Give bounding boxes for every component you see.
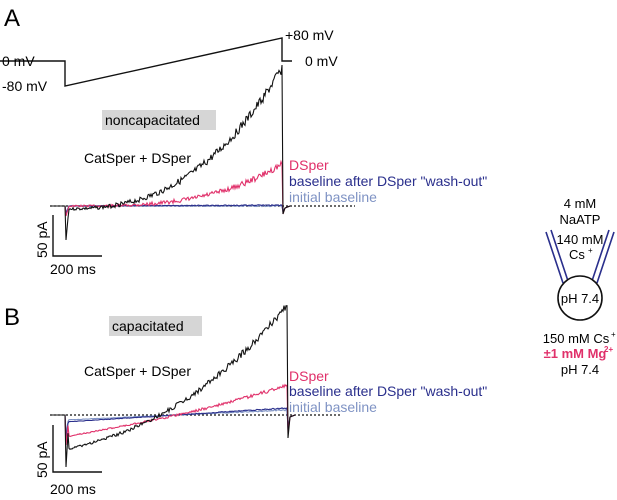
protocol-hold-label: 0 mV bbox=[2, 53, 35, 69]
initial-baseline-label: initial baseline bbox=[289, 189, 377, 205]
bath-solution-line2-sup: 2+ bbox=[604, 345, 613, 354]
washout-trace-label: baseline after DSper "wash-out" bbox=[289, 383, 487, 399]
patch-pipette-schematic: 4 mM NaATP 140 mM Cs + pH 7.4 150 mM Cs … bbox=[543, 196, 616, 377]
initial-baseline-trace bbox=[50, 408, 296, 434]
pipette-solution-line1: 4 mM bbox=[564, 196, 597, 211]
current-traces bbox=[50, 305, 296, 468]
dsper-trace-label: DSper bbox=[289, 368, 329, 384]
panel-a-condition: noncapacitated bbox=[105, 112, 200, 128]
scale-bar-time-label: 200 ms bbox=[50, 481, 96, 497]
scale-bar-current-label: 50 pA bbox=[34, 441, 50, 478]
scale-bar-current-label: 50 pA bbox=[34, 221, 50, 258]
catsper-trace-label: CatSper + DSper bbox=[84, 150, 191, 166]
condition-label-bg bbox=[102, 110, 216, 130]
voltage-protocol: 0 mV -80 mV +80 mV 0 mV bbox=[0, 27, 338, 94]
scale-bar-time-label: 200 ms bbox=[50, 261, 96, 277]
catsper-trace-label: CatSper + DSper bbox=[84, 363, 191, 379]
washout-trace bbox=[50, 406, 296, 440]
cell-circle bbox=[557, 275, 603, 321]
bath-solution-line1: 150 mM Cs bbox=[543, 331, 610, 346]
pipette-solution-line4: Cs bbox=[569, 247, 585, 262]
pipette-solution-line2: NaATP bbox=[560, 212, 601, 227]
pipette-solution-line3: 140 mM bbox=[557, 232, 604, 247]
bath-solution-line2: ±1 mM Mg bbox=[544, 346, 607, 361]
dsper-trace-label: DSper bbox=[289, 157, 329, 173]
catsper-trace bbox=[50, 305, 296, 468]
panel-a: A 0 mV -80 mV +80 mV 0 mV noncapacitated… bbox=[0, 5, 487, 277]
pipette-right-wall bbox=[591, 229, 615, 284]
pipette-solution-line4-sup: + bbox=[588, 246, 593, 255]
washout-trace-label: baseline after DSper "wash-out" bbox=[289, 173, 487, 189]
panel-a-letter: A bbox=[4, 5, 20, 32]
scale-bar bbox=[52, 425, 102, 473]
pipette-left-wall bbox=[545, 229, 569, 284]
bath-solution-line1-sup: + bbox=[611, 330, 616, 339]
protocol-return-label: 0 mV bbox=[305, 53, 338, 69]
protocol-start-label: -80 mV bbox=[2, 78, 48, 94]
catsper-trace bbox=[50, 64, 291, 241]
condition-label-bg bbox=[109, 316, 202, 336]
current-traces bbox=[50, 64, 291, 241]
dsper-trace bbox=[50, 383, 296, 446]
bath-solution-line3: pH 7.4 bbox=[561, 362, 599, 377]
panel-b-condition: capacitated bbox=[112, 318, 184, 334]
panel-b: B capacitated CatSper + DSper DSper base… bbox=[4, 304, 487, 497]
cell-ph-label: pH 7.4 bbox=[561, 291, 599, 306]
voltage-ramp-trace bbox=[0, 37, 292, 87]
scale-bar bbox=[52, 215, 102, 257]
initial-baseline-label: initial baseline bbox=[289, 399, 377, 415]
panel-b-letter: B bbox=[4, 304, 20, 331]
protocol-end-label: +80 mV bbox=[285, 27, 334, 43]
